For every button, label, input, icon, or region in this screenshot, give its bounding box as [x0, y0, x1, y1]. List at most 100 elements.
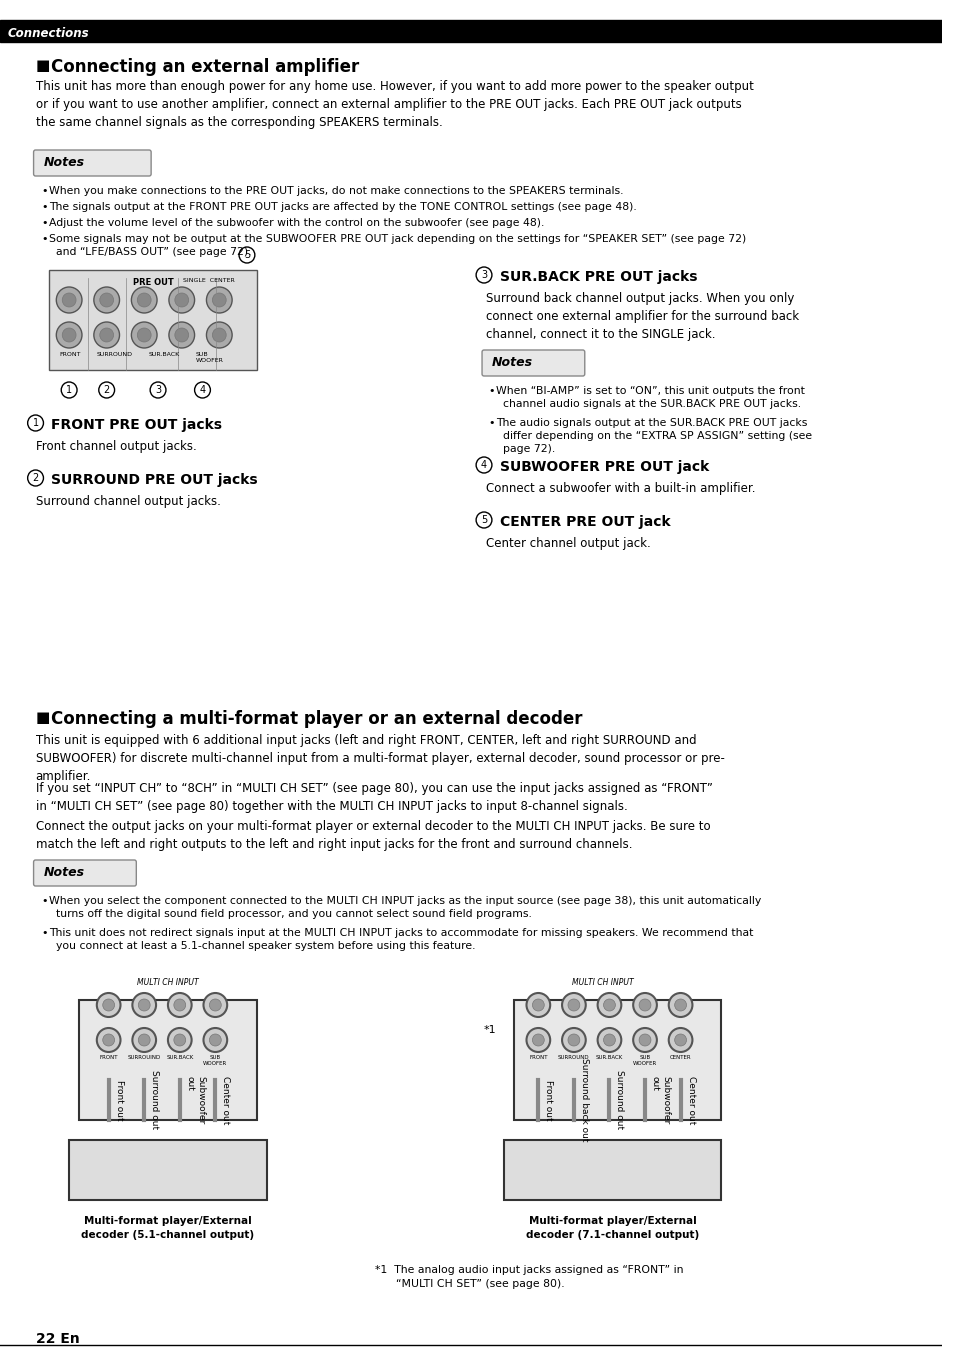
- Text: •: •: [41, 896, 48, 906]
- Text: SUB
WOOFER: SUB WOOFER: [203, 1055, 227, 1065]
- Circle shape: [567, 1034, 579, 1046]
- Text: This unit does not redirect signals input at the MULTI CH INPUT jacks to accommo: This unit does not redirect signals inpu…: [50, 927, 753, 952]
- Text: FRONT: FRONT: [99, 1055, 118, 1060]
- Circle shape: [103, 999, 114, 1011]
- Text: Notes: Notes: [44, 867, 85, 879]
- Circle shape: [203, 992, 227, 1017]
- Text: CENTER PRE OUT jack: CENTER PRE OUT jack: [499, 515, 670, 529]
- Text: •: •: [41, 927, 48, 938]
- Text: •: •: [41, 187, 48, 196]
- Text: 4: 4: [199, 385, 205, 395]
- Circle shape: [168, 992, 192, 1017]
- Circle shape: [476, 266, 492, 283]
- Circle shape: [93, 322, 119, 347]
- Text: Center out: Center out: [686, 1076, 695, 1124]
- Text: Center channel output jack.: Center channel output jack.: [485, 537, 650, 550]
- Circle shape: [62, 329, 76, 342]
- Circle shape: [138, 1034, 150, 1046]
- Text: FRONT: FRONT: [59, 352, 81, 357]
- Text: Multi-format player/External
decoder (7.1-channel output): Multi-format player/External decoder (7.…: [525, 1217, 699, 1240]
- Text: The signals output at the FRONT PRE OUT jacks are affected by the TONE CONTROL s: The signals output at the FRONT PRE OUT …: [50, 201, 637, 212]
- Text: This unit has more than enough power for any home use. However, if you want to a: This unit has more than enough power for…: [35, 80, 753, 128]
- Text: 2: 2: [32, 473, 39, 483]
- Circle shape: [206, 322, 232, 347]
- Circle shape: [597, 992, 620, 1017]
- Circle shape: [96, 992, 120, 1017]
- Text: Subwoofer
out: Subwoofer out: [650, 1076, 670, 1124]
- Text: Surround back out: Surround back out: [579, 1059, 588, 1141]
- Text: Connecting an external amplifier: Connecting an external amplifier: [51, 58, 359, 76]
- Circle shape: [173, 1034, 186, 1046]
- Text: •: •: [487, 418, 494, 429]
- Text: Notes: Notes: [492, 356, 533, 369]
- Circle shape: [210, 1034, 221, 1046]
- Circle shape: [476, 457, 492, 473]
- Circle shape: [532, 1034, 544, 1046]
- Circle shape: [132, 992, 156, 1017]
- Circle shape: [213, 293, 226, 307]
- Circle shape: [56, 287, 82, 314]
- Text: CENTER: CENTER: [669, 1055, 691, 1060]
- Text: SURROUND: SURROUND: [96, 352, 132, 357]
- Circle shape: [206, 287, 232, 314]
- Text: Front out: Front out: [544, 1080, 553, 1121]
- Circle shape: [169, 287, 194, 314]
- Circle shape: [561, 1028, 585, 1052]
- Circle shape: [132, 1028, 156, 1052]
- Circle shape: [603, 1034, 615, 1046]
- Circle shape: [99, 383, 114, 397]
- Circle shape: [561, 992, 585, 1017]
- Text: •: •: [41, 218, 48, 228]
- Circle shape: [100, 329, 113, 342]
- Circle shape: [96, 1028, 120, 1052]
- Circle shape: [639, 999, 650, 1011]
- Bar: [503, 1140, 720, 1201]
- Text: *1: *1: [483, 1025, 497, 1036]
- Circle shape: [137, 293, 151, 307]
- Circle shape: [28, 415, 44, 431]
- Text: Front out: Front out: [114, 1080, 124, 1121]
- Circle shape: [633, 1028, 657, 1052]
- Text: 3: 3: [154, 385, 161, 395]
- Text: SUB
WOOFER: SUB WOOFER: [195, 352, 223, 362]
- Circle shape: [103, 1034, 114, 1046]
- Circle shape: [174, 329, 189, 342]
- Circle shape: [668, 1028, 692, 1052]
- Text: When “BI-AMP” is set to “ON”, this unit outputs the front
  channel audio signal: When “BI-AMP” is set to “ON”, this unit …: [496, 387, 804, 410]
- Text: Connecting a multi-format player or an external decoder: Connecting a multi-format player or an e…: [51, 710, 582, 727]
- Circle shape: [138, 999, 150, 1011]
- Text: Connections: Connections: [8, 27, 90, 41]
- Circle shape: [203, 1028, 227, 1052]
- Circle shape: [526, 1028, 550, 1052]
- Text: SUR.BACK PRE OUT jacks: SUR.BACK PRE OUT jacks: [499, 270, 697, 284]
- FancyBboxPatch shape: [33, 150, 151, 176]
- Text: SUR.BACK: SUR.BACK: [166, 1055, 193, 1060]
- Text: Connect the output jacks on your multi-format player or external decoder to the : Connect the output jacks on your multi-f…: [35, 821, 709, 850]
- Text: SUB
WOOFER: SUB WOOFER: [632, 1055, 657, 1065]
- Text: •: •: [487, 387, 494, 396]
- Text: Multi-format player/External
decoder (5.1-channel output): Multi-format player/External decoder (5.…: [81, 1217, 254, 1240]
- Text: SUR.BACK: SUR.BACK: [596, 1055, 622, 1060]
- FancyBboxPatch shape: [33, 860, 136, 886]
- Text: Surround out: Surround out: [150, 1071, 159, 1129]
- Text: Surround out: Surround out: [615, 1071, 623, 1129]
- Text: FRONT: FRONT: [529, 1055, 547, 1060]
- Text: •: •: [41, 234, 48, 243]
- Circle shape: [532, 999, 544, 1011]
- Bar: [69, 1140, 267, 1201]
- Circle shape: [132, 287, 157, 314]
- Text: SINGLE  CENTER: SINGLE CENTER: [183, 279, 234, 283]
- Circle shape: [62, 293, 76, 307]
- Circle shape: [476, 512, 492, 529]
- Text: 4: 4: [480, 460, 487, 470]
- Text: SURROUND PRE OUT jacks: SURROUND PRE OUT jacks: [51, 473, 257, 487]
- Circle shape: [194, 383, 211, 397]
- Circle shape: [174, 293, 189, 307]
- Text: *1  The analog audio input jacks assigned as “FRONT” in
      “MULTI CH SET” (se: *1 The analog audio input jacks assigned…: [375, 1265, 683, 1288]
- Circle shape: [567, 999, 579, 1011]
- Text: 5: 5: [244, 250, 250, 260]
- Text: Subwoofer
out: Subwoofer out: [186, 1076, 205, 1124]
- Text: 5: 5: [480, 515, 487, 525]
- Text: •: •: [41, 201, 48, 212]
- Text: SURROUND: SURROUND: [558, 1055, 589, 1060]
